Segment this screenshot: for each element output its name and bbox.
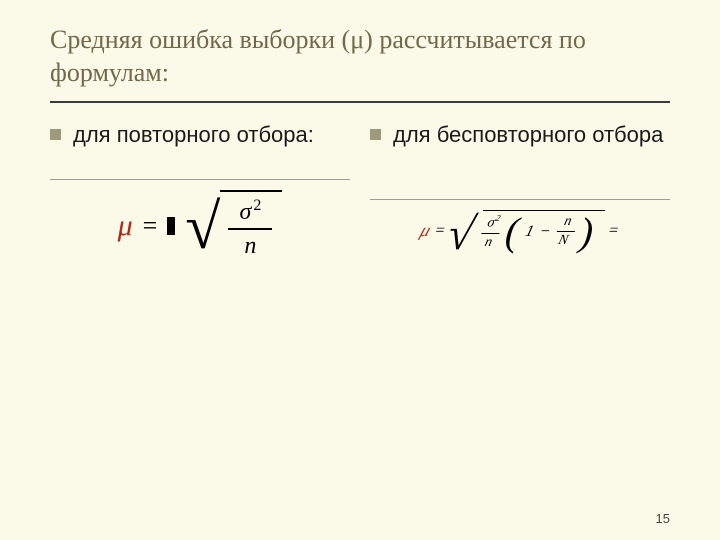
fraction-bar: [228, 228, 272, 230]
fraction: σ2 n: [220, 190, 282, 262]
formula-right-area: μ = √ σ2 n ( 1 − n: [370, 199, 670, 252]
radical-icon: √: [185, 198, 220, 270]
column-right: для бесповторного отбора μ = √ σ2 n (: [370, 121, 670, 262]
bullet-square-icon: [370, 129, 381, 140]
fraction-numerator: σ2: [240, 198, 262, 224]
radical-icon-right: √: [444, 216, 478, 253]
formula-right: μ = √ σ2 n ( 1 − n: [365, 210, 675, 252]
equals-sign: =: [143, 211, 158, 241]
trailing-equals: =: [606, 221, 621, 239]
bullet-square-icon: [50, 129, 61, 140]
bullet-item-left: для повторного отбора:: [50, 121, 350, 149]
title-underline: [50, 101, 670, 103]
fraction-denominator: n: [244, 234, 256, 258]
bullet-item-right: для бесповторного отбора: [370, 121, 670, 149]
formula-left: μ = √ σ2 n: [50, 190, 350, 262]
paren-open: (: [503, 219, 522, 243]
fraction-sigma-n: σ2 n: [478, 214, 505, 250]
formula-right-rule: [370, 199, 670, 200]
minus-sign: −: [537, 222, 552, 240]
formula-left-area: μ = √ σ2 n: [50, 179, 350, 262]
formula-left-rule: [50, 179, 350, 180]
bullet-text-left: для повторного отбора:: [73, 121, 314, 149]
paren-close: ): [577, 219, 596, 243]
under-root-right: σ2 n ( 1 − n N ): [473, 210, 605, 252]
artifact-block: [167, 217, 175, 235]
slide-title: Средняя ошибка выборки (μ) рассчитываетс…: [50, 24, 670, 89]
mu-symbol: μ: [118, 209, 133, 243]
equals-sign-right: =: [432, 221, 447, 239]
one-literal: 1: [523, 222, 535, 240]
column-left: для повторного отбора: μ = √ σ2: [50, 121, 350, 262]
content-columns: для повторного отбора: μ = √ σ2: [50, 121, 670, 262]
fraction-n-N: n N: [552, 215, 578, 248]
page-number: 15: [656, 511, 670, 526]
bullet-text-right: для бесповторного отбора: [393, 121, 663, 149]
sqrt-expression: √ σ2 n: [185, 190, 282, 262]
